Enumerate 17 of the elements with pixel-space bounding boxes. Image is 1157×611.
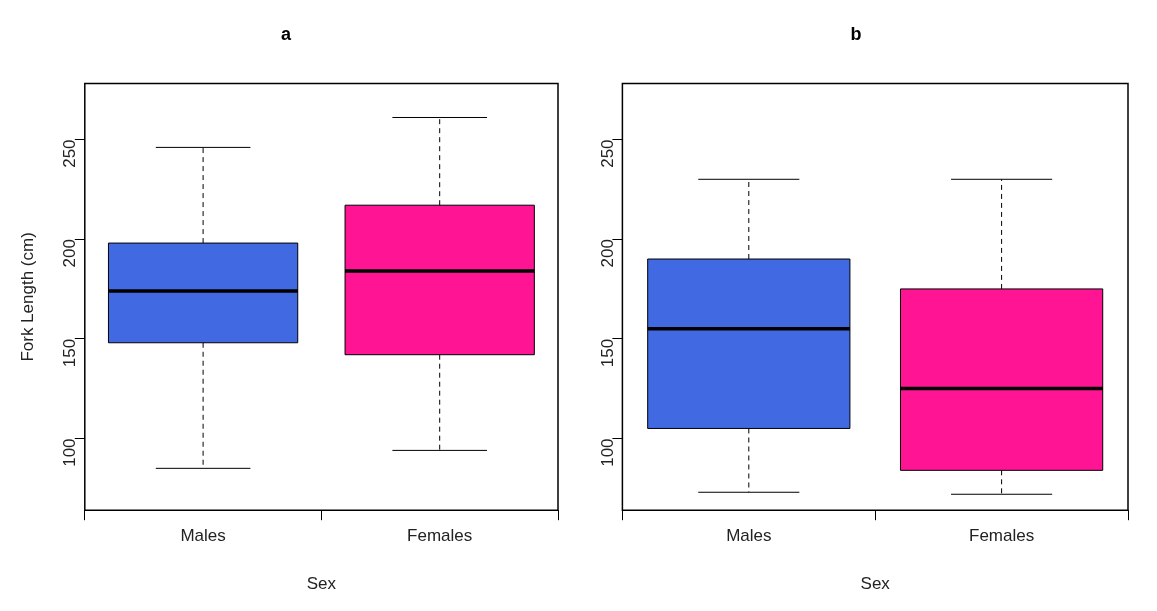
y-tick-label: 150 xyxy=(598,338,618,368)
y-tick-label: 100 xyxy=(60,438,80,467)
chart-title: b xyxy=(850,23,862,44)
x-tick-label: Females xyxy=(969,526,1035,546)
y-tick-label: 150 xyxy=(60,338,80,368)
y-tick-label: 200 xyxy=(598,239,618,268)
y-tick-label: 100 xyxy=(598,438,618,467)
x-axis-title: Sex xyxy=(860,574,891,594)
y-axis-title: Fork Length (cm) xyxy=(17,232,37,362)
chart-title: a xyxy=(280,23,292,44)
x-tick-label: Males xyxy=(726,526,772,546)
y-tick-label: 250 xyxy=(598,139,618,168)
x-tick-label: Males xyxy=(180,526,226,546)
x-tick-label: Females xyxy=(407,526,473,546)
y-tick-label: 250 xyxy=(60,139,80,168)
y-tick-label: 200 xyxy=(60,239,80,268)
x-axis-title: Sex xyxy=(306,574,337,594)
